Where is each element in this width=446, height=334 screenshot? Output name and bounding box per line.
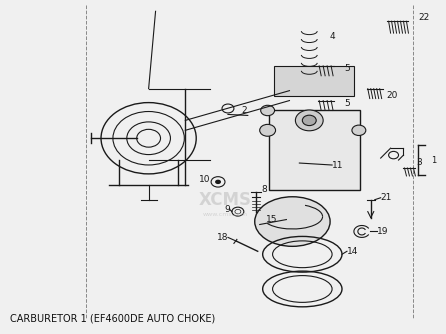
Text: 5: 5	[344, 99, 350, 108]
Ellipse shape	[255, 197, 330, 246]
Text: 22: 22	[418, 13, 429, 22]
Text: 1: 1	[430, 156, 436, 165]
Circle shape	[260, 105, 275, 116]
Text: 14: 14	[347, 247, 358, 256]
FancyBboxPatch shape	[269, 110, 360, 190]
Text: 8: 8	[262, 185, 268, 194]
Text: 15: 15	[266, 215, 277, 224]
Circle shape	[260, 124, 276, 136]
Text: CARBURETOR 1 (EF4600DE AUTO CHOKE): CARBURETOR 1 (EF4600DE AUTO CHOKE)	[10, 314, 215, 324]
FancyBboxPatch shape	[274, 65, 354, 96]
Text: 20: 20	[387, 91, 398, 100]
Text: 2: 2	[242, 106, 248, 115]
Text: XCMS: XCMS	[198, 191, 252, 209]
Circle shape	[215, 180, 221, 184]
Circle shape	[352, 125, 366, 136]
Text: 19: 19	[377, 227, 388, 236]
Circle shape	[295, 110, 323, 131]
Text: 4: 4	[329, 32, 335, 41]
Text: www.cms.com: www.cms.com	[202, 212, 248, 217]
Circle shape	[302, 115, 316, 126]
Text: 10: 10	[198, 175, 210, 184]
Text: 21: 21	[381, 193, 392, 202]
Text: 18: 18	[216, 233, 228, 242]
Text: 5: 5	[344, 64, 350, 73]
Text: 11: 11	[332, 161, 343, 170]
Text: 3: 3	[417, 158, 422, 167]
Text: 9: 9	[224, 205, 230, 214]
